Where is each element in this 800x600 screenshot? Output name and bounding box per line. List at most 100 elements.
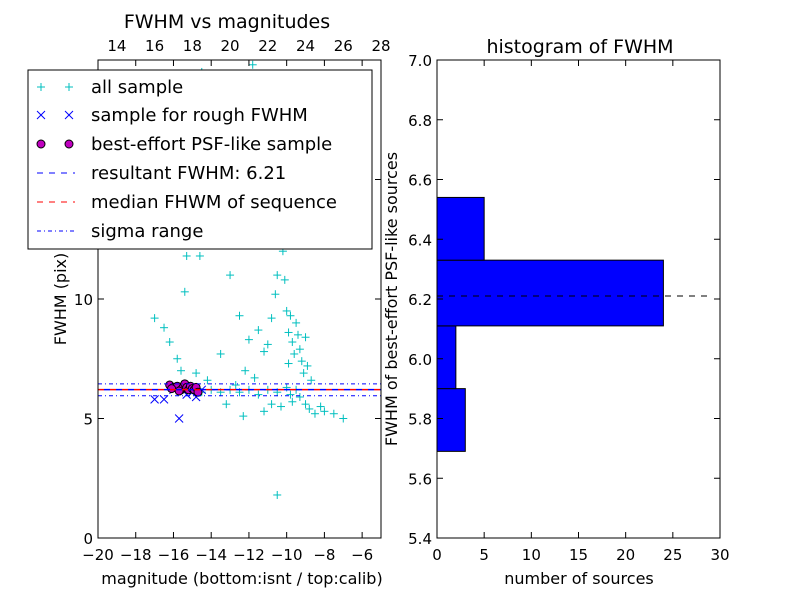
all-sample-point — [305, 404, 314, 413]
top-tick-label: 26 — [334, 37, 353, 55]
all-sample-point — [307, 376, 316, 385]
all-sample-point — [226, 271, 235, 280]
all-sample-point — [301, 400, 310, 409]
all-sample-point — [299, 369, 308, 378]
all-sample-point — [263, 340, 272, 349]
all-sample-point — [248, 60, 257, 69]
reference-lines — [98, 383, 381, 397]
all-sample-point — [203, 376, 212, 385]
x-axis-ticks: 0 5 10 15 20 25 30 — [432, 60, 730, 564]
y-tick-label: 5.4 — [408, 530, 432, 548]
all-sample-point — [267, 400, 276, 409]
legend-label: resultant FWHM: 6.21 — [91, 163, 286, 184]
legend-marker-circle — [36, 139, 74, 149]
x-tick-label: −18 — [120, 546, 152, 564]
legend-entry: all sample — [37, 77, 183, 98]
rough-sample-point — [174, 414, 184, 423]
all-sample-point — [339, 414, 348, 423]
x-axis-label: magnitude (bottom:isnt / top:calib) — [101, 569, 382, 588]
y-tick-label: 6.2 — [408, 291, 432, 309]
y-tick-label: 10 — [74, 291, 93, 309]
all-sample-point — [150, 314, 159, 323]
legend-entry: median FHWM of sequence — [37, 192, 337, 213]
x-tick-label: −16 — [158, 546, 190, 564]
all-sample-point — [301, 333, 310, 342]
x-axis-label: number of sources — [504, 569, 654, 588]
all-sample-point — [241, 366, 250, 375]
x-tick-label: 0 — [432, 546, 442, 564]
y-tick-label: 5.8 — [408, 411, 432, 429]
all-sample-point — [165, 338, 174, 347]
y-tick-label: 6.0 — [408, 351, 432, 369]
all-sample-point — [329, 409, 338, 418]
legend-label: sample for rough FWHM — [91, 105, 308, 126]
legend-entry: sample for rough FWHM — [36, 105, 308, 126]
all-sample-point — [260, 347, 269, 356]
all-sample-point — [254, 390, 263, 399]
y-axis-ticks: 0 5 10 — [74, 59, 381, 548]
all-sample-point — [260, 407, 269, 416]
y-axis-label: FWHM (pix) — [51, 253, 70, 346]
all-sample-point — [297, 357, 306, 366]
histogram-panel: 0 5 10 15 20 25 30 5.4 5.6 5.8 6.0 6.2 6.4 6.6 6.8 7.0… — [382, 36, 730, 588]
x-tick-label: −20 — [82, 546, 114, 564]
top-tick-label: 18 — [183, 37, 202, 55]
all-sample-point — [254, 326, 263, 335]
y-tick-label: 0 — [83, 530, 93, 548]
all-sample-point — [320, 407, 329, 416]
legend-label: best-effort PSF-like sample — [91, 134, 332, 155]
all-sample-point — [250, 373, 259, 382]
y-tick-label: 6.4 — [408, 231, 432, 249]
all-sample-point — [290, 349, 299, 358]
all-sample-point — [288, 338, 297, 347]
top-tick-label: 14 — [107, 37, 126, 55]
histogram-bar — [436, 259, 664, 327]
psf-sample-point — [174, 386, 184, 396]
x-tick-label: 25 — [663, 546, 682, 564]
all-sample-point — [303, 361, 312, 370]
legend-marker-x — [36, 110, 74, 120]
y-tick-label: 6.6 — [408, 172, 432, 190]
all-sample-point — [271, 290, 280, 299]
all-sample-point — [286, 311, 295, 320]
top-tick-label: 24 — [296, 37, 315, 55]
legend-label: all sample — [91, 77, 183, 98]
all-sample-point — [284, 359, 293, 368]
chart-title: histogram of FWHM — [486, 36, 673, 58]
all-sample-point — [286, 390, 295, 399]
x-tick-label: 5 — [479, 546, 489, 564]
all-sample-point — [282, 306, 291, 315]
x-tick-label: −10 — [271, 546, 303, 564]
all-sample-point — [273, 271, 282, 280]
top-tick-label: 20 — [221, 37, 240, 55]
chart-title: FWHM vs magnitudes — [124, 11, 330, 33]
all-sample-point — [295, 345, 304, 354]
top-tick-label: 28 — [371, 37, 390, 55]
all-sample-point — [273, 490, 282, 499]
legend-label: median FHWM of sequence — [91, 192, 337, 213]
top-tick-label: 22 — [258, 37, 277, 55]
all-sample-point — [310, 409, 319, 418]
all-sample-point — [173, 354, 182, 363]
histogram-bars — [436, 196, 664, 452]
legend-entry: sigma range — [37, 221, 203, 242]
all-sample-point — [182, 251, 191, 260]
top-axis-ticks: 14 16 18 20 22 24 26 28 — [107, 37, 390, 55]
y-axis-label: FWHM of best-effort PSF-like sources — [382, 152, 401, 446]
x-tick-label: 20 — [616, 546, 635, 564]
histogram-bar — [436, 388, 466, 452]
scatter-panel: −20 −18 −16 −14 −12 −10 −8 −6 14 16 18 20 22 24 26 28 … — [27, 11, 391, 588]
x-tick-label: −8 — [313, 546, 335, 564]
legend-marker-plus — [37, 83, 73, 91]
y-tick-label: 7.0 — [408, 52, 432, 70]
all-sample-point — [160, 323, 169, 332]
x-tick-label: −12 — [233, 546, 265, 564]
legend-label: sigma range — [91, 221, 203, 242]
x-tick-label: 15 — [569, 546, 588, 564]
legend: all sample sample for rough FWHM best-ef… — [27, 69, 373, 250]
top-tick-label: 16 — [145, 37, 164, 55]
x-tick-label: −6 — [351, 546, 373, 564]
all-sample-point — [195, 251, 204, 260]
legend-box — [27, 69, 373, 250]
